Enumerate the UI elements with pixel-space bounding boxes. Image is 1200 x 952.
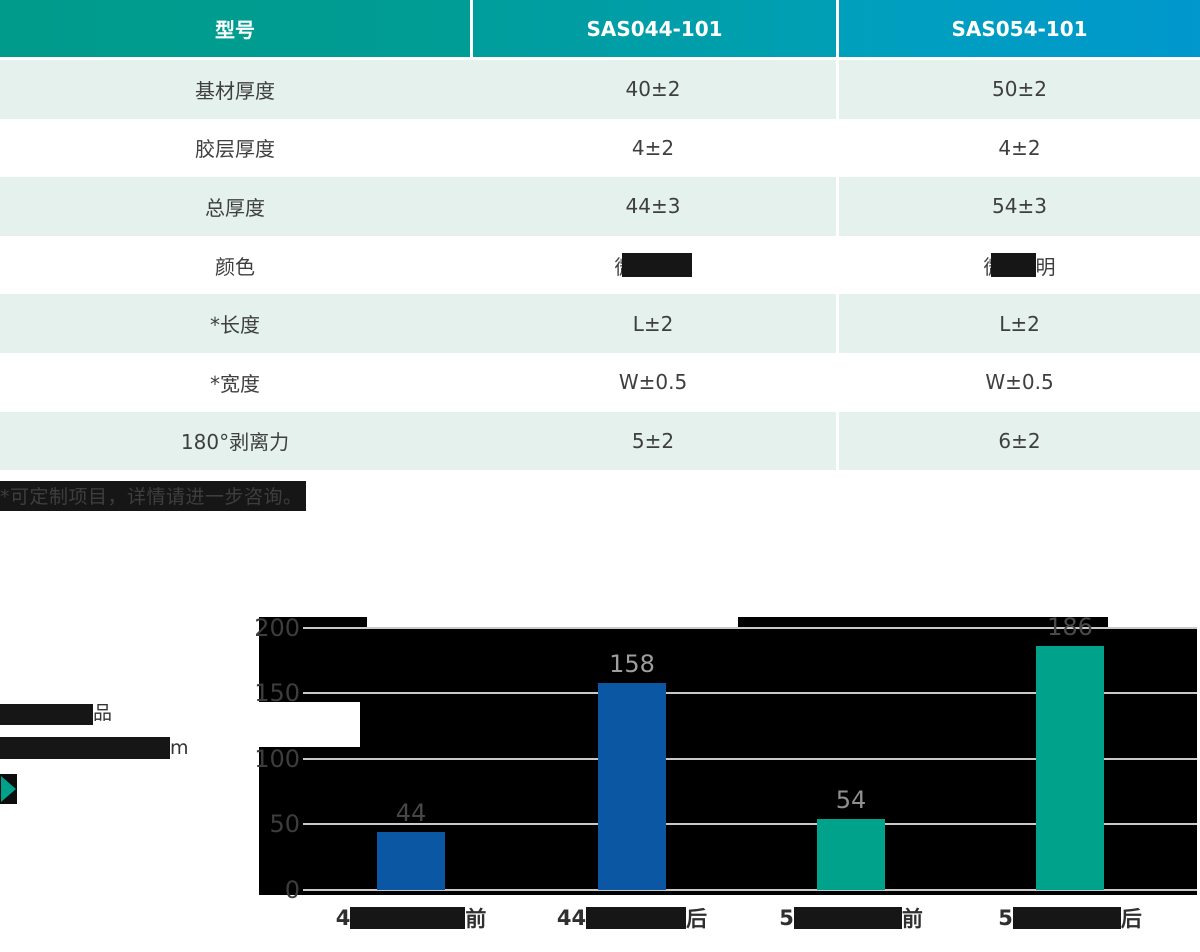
row-value-sas054: 微明	[839, 236, 1200, 295]
gridline-100	[303, 758, 1197, 760]
row-label: 颜色	[215, 254, 255, 279]
footnote-text: *可定制项目，详情请进一步咨询。	[0, 481, 306, 512]
spec-table: 型号 SAS044-101 SAS054-101 基材厚度 40±2 50±2 …	[0, 0, 1200, 471]
obscured-text-block	[0, 737, 170, 759]
side-note-line-1: 品	[0, 698, 112, 725]
obscured-text-block	[621, 253, 692, 278]
x-label-lead: 5	[779, 906, 794, 930]
row-label: 基材厚度	[195, 78, 275, 103]
row-value-sas044: 微	[470, 236, 836, 295]
gridline-50	[303, 823, 1197, 825]
row-value-sas054: 4±2	[998, 135, 1041, 160]
obscured-chart-title-block	[738, 617, 1108, 629]
x-axis-label: 44 后	[547, 906, 717, 931]
obscured-text-block	[586, 907, 687, 929]
bullet-arrow-icon	[0, 774, 17, 804]
x-label-trail: 前	[901, 907, 923, 931]
table-row-adhesive-thickness: 胶层厚度 4±2 4±2	[0, 119, 1200, 178]
plot-background-left	[259, 617, 367, 895]
x-label-lead: 44	[556, 906, 587, 930]
table-row-substrate-thickness: 基材厚度 40±2 50±2	[0, 60, 1200, 119]
x-label-lead: 4	[335, 906, 351, 930]
row-value-sas054: 50±2	[839, 60, 1200, 119]
header-cell-sas054: SAS054-101	[839, 0, 1200, 57]
obscured-value-trail: 明	[1035, 254, 1056, 279]
row-value-sas044: 5±2	[631, 428, 675, 453]
gridline-0	[303, 889, 1197, 891]
row-label: 180°剥离力	[180, 430, 290, 455]
row-value-sas044: L±2	[632, 311, 674, 336]
y-tick-label: 0	[284, 876, 300, 904]
y-tick-label: 200	[254, 614, 300, 642]
x-label-trail: 后	[1120, 907, 1142, 931]
y-tick-label: 150	[254, 679, 300, 707]
obscured-text-block	[990, 253, 1036, 278]
obscured-text-block	[350, 907, 466, 929]
bar-sas044-after	[598, 683, 666, 890]
x-label-trail: 前	[465, 907, 487, 931]
side-note-trail: 品	[93, 702, 113, 724]
bar-value-label: 54	[835, 786, 867, 815]
table-row-total-thickness: 总厚度 44±3 54±3	[0, 177, 1200, 236]
table-header-row: 型号 SAS044-101 SAS054-101	[0, 0, 1200, 57]
row-value-sas054: L±2	[839, 294, 1200, 353]
x-label-lead: 5	[998, 906, 1013, 930]
row-label: *长度	[210, 313, 260, 338]
y-tick-label: 50	[269, 810, 300, 838]
x-label-trail: 后	[686, 907, 708, 931]
table-row-peel-strength: 180°剥离力 5±2 6±2	[0, 411, 1200, 471]
bar-value-label: 158	[609, 650, 655, 679]
row-value-sas054: W±0.5	[985, 370, 1054, 395]
row-label: 胶层厚度	[195, 137, 275, 162]
triangle-right-icon	[1, 776, 16, 802]
side-note-line-2: m	[0, 737, 189, 759]
side-note-trail: m	[170, 737, 189, 759]
obscured-text-block	[0, 704, 93, 725]
obscured-text-block	[1012, 907, 1121, 929]
header-cell-sas044: SAS044-101	[473, 0, 836, 57]
bar-sas054-after	[1036, 646, 1104, 890]
footnote: *可定制项目，详情请进一步咨询。	[0, 481, 1200, 512]
plot-white-notch	[259, 702, 360, 747]
bar-value-label: 186	[1047, 613, 1093, 642]
bar-sas054-before	[817, 819, 885, 890]
row-value-sas054: 54±3	[839, 177, 1200, 236]
table-body: 基材厚度 40±2 50±2 胶层厚度 4±2 4±2 总厚度 44±3 54±…	[0, 60, 1200, 471]
row-value-sas044: W±0.5	[618, 370, 688, 395]
gridline-150	[303, 692, 1197, 694]
table-row-length: *长度 L±2 L±2	[0, 294, 1200, 353]
row-value-sas054: 6±2	[839, 411, 1200, 471]
gridline-200	[303, 627, 1197, 629]
row-value-sas044: 4±2	[631, 135, 675, 160]
row-label: 总厚度	[205, 195, 265, 220]
obscured-text-block	[793, 907, 902, 929]
row-label: *宽度	[210, 371, 260, 396]
header-cell-model: 型号	[0, 0, 470, 57]
table-row-width: *宽度 W±0.5 W±0.5	[0, 353, 1200, 412]
y-tick-label: 100	[254, 745, 300, 773]
table-row-color: 颜色 微 微明	[0, 236, 1200, 295]
bar-sas044-before	[377, 832, 445, 890]
row-value-sas044: 40±2	[625, 77, 681, 102]
row-value-sas044: 44±3	[625, 194, 681, 219]
bar-value-label: 44	[395, 799, 427, 828]
